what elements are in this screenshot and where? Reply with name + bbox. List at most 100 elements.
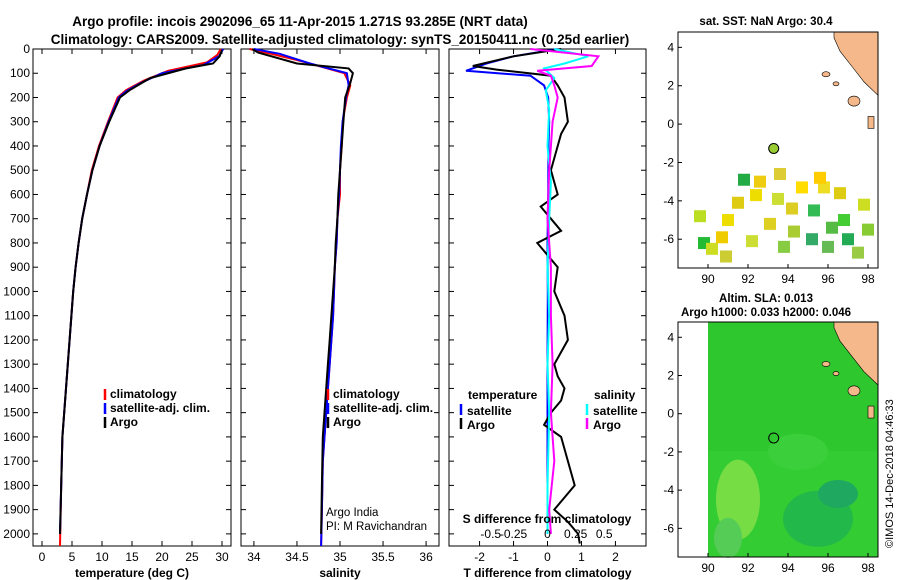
sst-pixel xyxy=(818,181,830,194)
legend-label: salinity xyxy=(594,388,636,402)
sst-pixel xyxy=(822,240,834,253)
legend-label: Argo xyxy=(110,415,138,429)
sst-pixel xyxy=(738,173,750,186)
x-tick-label: 2 xyxy=(612,550,619,564)
sst-pixel xyxy=(834,187,846,200)
map-y-tick-label: 2 xyxy=(667,79,674,93)
x-tick-label: 35.5 xyxy=(371,550,395,564)
sst-pixel xyxy=(764,217,776,230)
map-y-tick-label: 2 xyxy=(667,368,674,382)
x-axis-label: salinity xyxy=(319,566,361,580)
sst-pixel xyxy=(746,235,758,248)
argo-credit-line2: PI: M Ravichandran xyxy=(326,521,427,533)
x-tick-label: 30 xyxy=(215,550,229,564)
figure-title-line1: Argo profile: incois 2902096_65 11-Apr-2… xyxy=(72,14,527,29)
sst-pixel xyxy=(862,223,874,236)
sst-pixel xyxy=(716,231,728,244)
y-tick-label: 2000 xyxy=(3,527,30,541)
y-tick-label: 700 xyxy=(10,212,30,226)
map-y-tick-label: -6 xyxy=(663,521,674,535)
map-y-tick-label: -2 xyxy=(663,445,674,459)
x-tick-label: 20 xyxy=(155,550,169,564)
y-tick-label: 400 xyxy=(10,139,30,153)
map-x-tick-label: 92 xyxy=(741,561,755,575)
sla-patch xyxy=(714,517,742,558)
y-tick-label: 1500 xyxy=(3,406,30,420)
y-tick-label: 200 xyxy=(10,90,30,104)
sst-pixel xyxy=(786,202,798,215)
legend-label: climatology xyxy=(333,387,400,401)
secondary-tick-label: 0 xyxy=(544,527,551,541)
map-x-tick-label: 98 xyxy=(861,272,875,286)
sst-pixel xyxy=(796,181,808,194)
sla-map-title-line1: Altim. SLA: 0.013 xyxy=(719,293,813,305)
map-x-tick-label: 94 xyxy=(781,561,795,575)
land-island xyxy=(867,116,875,129)
y-tick-label: 1600 xyxy=(3,430,30,444)
x-tick-label: 1 xyxy=(578,550,585,564)
secondary-tick-label: -0.25 xyxy=(500,527,528,541)
legend-label: climatology xyxy=(110,387,177,401)
y-tick-label: 1800 xyxy=(3,478,30,492)
legend-label: satellite xyxy=(467,404,512,418)
map-y-tick-label: -4 xyxy=(663,483,674,497)
sst-pixel xyxy=(778,240,790,253)
sst-pixel xyxy=(842,233,854,246)
y-tick-label: 1000 xyxy=(3,284,30,298)
y-tick-label: 500 xyxy=(10,163,30,177)
map-y-tick-label: -4 xyxy=(663,194,674,208)
map-y-tick-label: 0 xyxy=(667,117,674,131)
map-x-tick-label: 96 xyxy=(821,561,835,575)
sst-pixel xyxy=(750,189,762,202)
x-tick-label: 10 xyxy=(95,550,109,564)
sst-pixel xyxy=(774,167,786,180)
sst-pixel xyxy=(720,250,732,263)
map-y-tick-label: 0 xyxy=(667,407,674,421)
sst-pixel xyxy=(858,198,870,211)
sla-map-panel: Altim. SLA: 0.013 Argo h1000: 0.033 h200… xyxy=(663,293,879,575)
map-x-tick-label: 94 xyxy=(781,272,795,286)
x-axis-label: T difference from climatology xyxy=(463,566,631,580)
map-frame xyxy=(677,31,879,269)
series-line-t-satellite xyxy=(465,48,558,534)
y-tick-label: 800 xyxy=(10,236,30,250)
legend-label: Argo xyxy=(333,415,361,429)
x-tick-label: 15 xyxy=(125,550,139,564)
legend-label: satellite-adj. clim. xyxy=(110,401,210,415)
land-island xyxy=(867,405,875,419)
x-tick-label: -2 xyxy=(474,550,485,564)
secondary-tick-label: 0.5 xyxy=(596,527,613,541)
legend-label: temperature xyxy=(468,388,538,402)
secondary-axis-label: S difference from climatology xyxy=(463,512,632,526)
sla-map-title-line2: Argo h1000: 0.033 h2000: 0.046 xyxy=(681,307,851,319)
legend-label: Argo xyxy=(467,418,495,432)
series-line-s-argo xyxy=(530,48,601,534)
temperature-axes xyxy=(32,48,232,547)
series-line-argo xyxy=(59,49,223,534)
sst-pixel xyxy=(706,242,718,255)
legend-label: satellite xyxy=(593,404,638,418)
y-tick-label: 0 xyxy=(23,42,30,56)
y-tick-label: 1700 xyxy=(3,454,30,468)
sst-pixel xyxy=(814,171,826,184)
x-tick-label: -1 xyxy=(508,550,519,564)
y-tick-label: 1200 xyxy=(3,333,30,347)
x-tick-label: 0 xyxy=(39,550,46,564)
series-line-climatology xyxy=(249,48,352,547)
sst-pixel xyxy=(806,233,818,246)
argo-credit-line1: Argo India xyxy=(326,507,379,519)
land-island xyxy=(832,81,840,87)
salinity-panel: Argo India PI: M Ravichandran 34 34.5 35 35… xyxy=(240,48,440,580)
land-island xyxy=(821,361,831,367)
y-tick-label: 900 xyxy=(10,260,30,274)
x-tick-label: 5 xyxy=(69,550,76,564)
map-x-tick-label: 90 xyxy=(701,561,715,575)
map-y-tick-label: -2 xyxy=(663,155,674,169)
sst-map-panel: sat. SST: NaN Argo: 30.4 90 92 94 96 98 4 2 0 -2… xyxy=(663,16,879,286)
map-y-tick-label: 4 xyxy=(667,330,674,344)
difference-panel: -2 -1 0 1 2 T difference from climatology temp… xyxy=(448,48,647,580)
series-line-satellite-adj-clim- xyxy=(253,48,350,547)
map-x-tick-label: 96 xyxy=(821,272,835,286)
sst-pixel xyxy=(788,225,800,238)
